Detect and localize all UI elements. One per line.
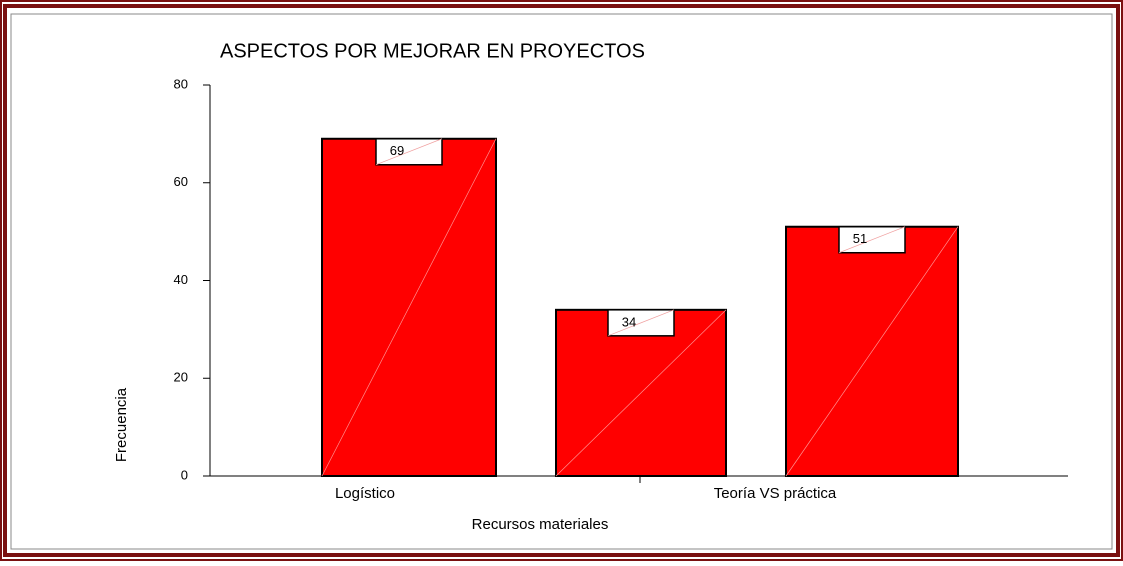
- y-tick-label: 80: [174, 76, 188, 91]
- value-label: 69: [390, 143, 404, 158]
- bar-hatch: [321, 138, 497, 477]
- value-label: 34: [622, 314, 636, 329]
- y-tick-label: 0: [181, 467, 188, 482]
- bar-hatch: [785, 226, 959, 477]
- x-tick-label: Teoría VS práctica: [714, 485, 837, 502]
- x-axis-title: Recursos materiales: [472, 516, 609, 533]
- y-tick-label: 60: [174, 174, 188, 189]
- frame: [3, 4, 1120, 557]
- value-label-hatch: [838, 226, 906, 254]
- value-label: 51: [853, 231, 867, 246]
- y-tick-label: 20: [174, 370, 188, 385]
- chart-title: ASPECTOS POR MEJORAR EN PROYECTOS: [220, 40, 645, 62]
- x-tick-label: Logístico: [335, 485, 395, 502]
- value-label-hatch: [607, 309, 675, 337]
- value-label-hatch: [375, 138, 443, 166]
- y-axis-title: Frecuencia: [113, 387, 130, 462]
- y-tick-label: 40: [174, 272, 188, 287]
- bar-hatch: [555, 309, 727, 477]
